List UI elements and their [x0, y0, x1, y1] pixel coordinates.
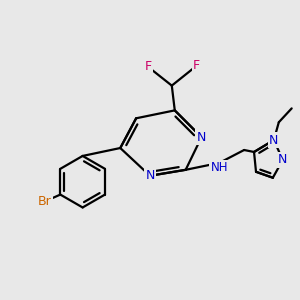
- Text: N: N: [269, 134, 278, 147]
- Text: F: F: [193, 59, 200, 72]
- Text: N: N: [145, 169, 155, 182]
- Text: N: N: [197, 130, 206, 144]
- Text: F: F: [145, 60, 152, 73]
- Text: NH: NH: [211, 161, 228, 174]
- Text: N: N: [278, 153, 287, 167]
- Text: Br: Br: [38, 195, 51, 208]
